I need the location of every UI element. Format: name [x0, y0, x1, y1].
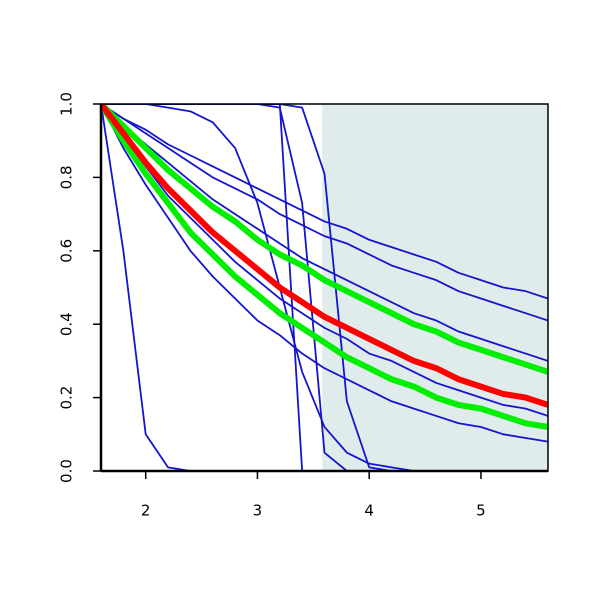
y-tick-label: 0.4 — [58, 312, 76, 336]
x-tick-label: 5 — [476, 502, 486, 520]
series-line — [101, 104, 548, 300]
y-tick-label: 1.0 — [58, 92, 76, 116]
series-line — [101, 104, 548, 375]
y-tick-label: 0.8 — [58, 165, 76, 189]
series-line — [101, 104, 548, 471]
series-line — [101, 104, 548, 443]
series-line — [101, 104, 548, 408]
series-line — [101, 104, 548, 471]
series-line — [101, 104, 548, 471]
series-line — [101, 104, 548, 322]
x-tick-label: 4 — [364, 502, 374, 520]
plot-lines — [101, 104, 548, 471]
series-line — [101, 104, 548, 362]
y-tick-label: 0.0 — [58, 459, 76, 483]
series-line — [101, 104, 548, 430]
series-line — [101, 104, 548, 471]
y-tick-label: 0.6 — [58, 239, 76, 263]
x-tick-label: 2 — [141, 502, 151, 520]
y-tick-label: 0.2 — [58, 386, 76, 410]
series-line — [101, 104, 548, 417]
x-tick-label: 3 — [253, 502, 263, 520]
